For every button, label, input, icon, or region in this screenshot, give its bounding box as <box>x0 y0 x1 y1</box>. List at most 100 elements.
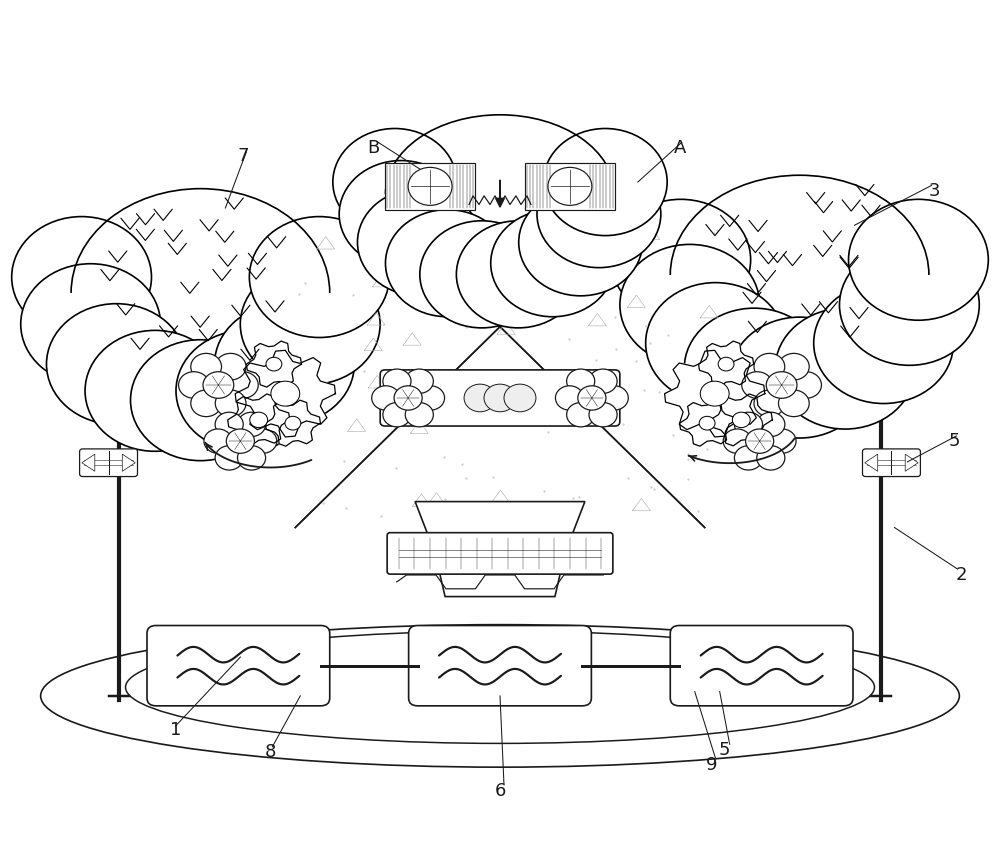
Circle shape <box>684 308 824 429</box>
Circle shape <box>620 245 760 365</box>
Circle shape <box>227 372 258 398</box>
Circle shape <box>757 413 785 437</box>
Circle shape <box>754 354 785 380</box>
Text: 5: 5 <box>949 432 960 450</box>
Circle shape <box>215 354 246 380</box>
Circle shape <box>383 402 411 426</box>
Polygon shape <box>246 341 301 388</box>
Circle shape <box>456 221 580 328</box>
Circle shape <box>179 372 209 398</box>
Polygon shape <box>865 454 878 471</box>
Circle shape <box>215 413 243 437</box>
Polygon shape <box>82 454 95 471</box>
Polygon shape <box>122 454 135 471</box>
Polygon shape <box>435 554 565 597</box>
Circle shape <box>12 216 151 337</box>
Circle shape <box>394 386 422 410</box>
Polygon shape <box>415 502 585 554</box>
Circle shape <box>420 221 544 328</box>
Circle shape <box>266 357 282 371</box>
Circle shape <box>416 386 445 410</box>
Text: 8: 8 <box>265 743 276 761</box>
Circle shape <box>766 372 797 398</box>
Circle shape <box>250 412 268 427</box>
Polygon shape <box>699 341 754 388</box>
Circle shape <box>215 390 246 417</box>
Circle shape <box>548 167 592 205</box>
FancyBboxPatch shape <box>670 625 853 706</box>
Circle shape <box>746 429 774 453</box>
Circle shape <box>718 357 734 371</box>
Circle shape <box>754 390 785 417</box>
FancyBboxPatch shape <box>80 449 138 477</box>
Circle shape <box>249 216 389 337</box>
Circle shape <box>734 413 763 437</box>
Circle shape <box>21 264 161 385</box>
Text: 2: 2 <box>956 566 967 584</box>
Circle shape <box>775 308 915 429</box>
Circle shape <box>578 386 606 410</box>
Circle shape <box>768 429 796 453</box>
Circle shape <box>285 416 301 430</box>
Polygon shape <box>235 350 335 437</box>
FancyBboxPatch shape <box>385 163 475 210</box>
Polygon shape <box>710 394 772 445</box>
Ellipse shape <box>670 176 929 375</box>
Circle shape <box>849 199 988 320</box>
Circle shape <box>589 369 617 394</box>
Text: 7: 7 <box>238 147 249 165</box>
Circle shape <box>464 384 496 412</box>
Polygon shape <box>265 400 320 446</box>
FancyBboxPatch shape <box>862 449 920 477</box>
Circle shape <box>240 264 380 385</box>
Circle shape <box>271 381 300 406</box>
Circle shape <box>215 445 243 470</box>
Circle shape <box>555 386 584 410</box>
Circle shape <box>203 372 234 398</box>
Circle shape <box>730 317 869 438</box>
Circle shape <box>589 402 617 426</box>
Circle shape <box>383 369 411 394</box>
Circle shape <box>339 161 463 267</box>
Circle shape <box>333 129 457 235</box>
Circle shape <box>249 429 277 453</box>
Polygon shape <box>905 454 918 471</box>
Circle shape <box>204 429 232 453</box>
Circle shape <box>839 245 979 365</box>
FancyBboxPatch shape <box>387 533 613 574</box>
FancyBboxPatch shape <box>409 625 591 706</box>
FancyBboxPatch shape <box>380 370 620 426</box>
Ellipse shape <box>126 631 874 743</box>
Circle shape <box>519 189 643 296</box>
Circle shape <box>537 161 661 267</box>
Circle shape <box>491 209 615 317</box>
Text: 6: 6 <box>494 782 506 800</box>
Circle shape <box>732 412 750 427</box>
Circle shape <box>600 386 628 410</box>
Circle shape <box>791 372 821 398</box>
Circle shape <box>723 429 751 453</box>
Circle shape <box>778 354 809 380</box>
Circle shape <box>567 369 595 394</box>
Circle shape <box>757 445 785 470</box>
Text: 1: 1 <box>170 721 181 740</box>
Circle shape <box>226 429 254 453</box>
Text: 5: 5 <box>719 741 730 759</box>
Circle shape <box>504 384 536 412</box>
Circle shape <box>372 386 400 410</box>
Circle shape <box>131 340 270 461</box>
Polygon shape <box>680 400 735 446</box>
Circle shape <box>237 445 266 470</box>
Circle shape <box>191 354 222 380</box>
Circle shape <box>567 402 595 426</box>
Circle shape <box>700 381 729 406</box>
Text: 9: 9 <box>706 756 717 774</box>
Circle shape <box>385 209 509 317</box>
Circle shape <box>408 167 452 205</box>
Circle shape <box>176 330 316 452</box>
Text: A: A <box>674 138 686 157</box>
Ellipse shape <box>385 115 615 273</box>
FancyBboxPatch shape <box>525 163 615 210</box>
Circle shape <box>814 283 954 404</box>
Circle shape <box>778 390 809 417</box>
